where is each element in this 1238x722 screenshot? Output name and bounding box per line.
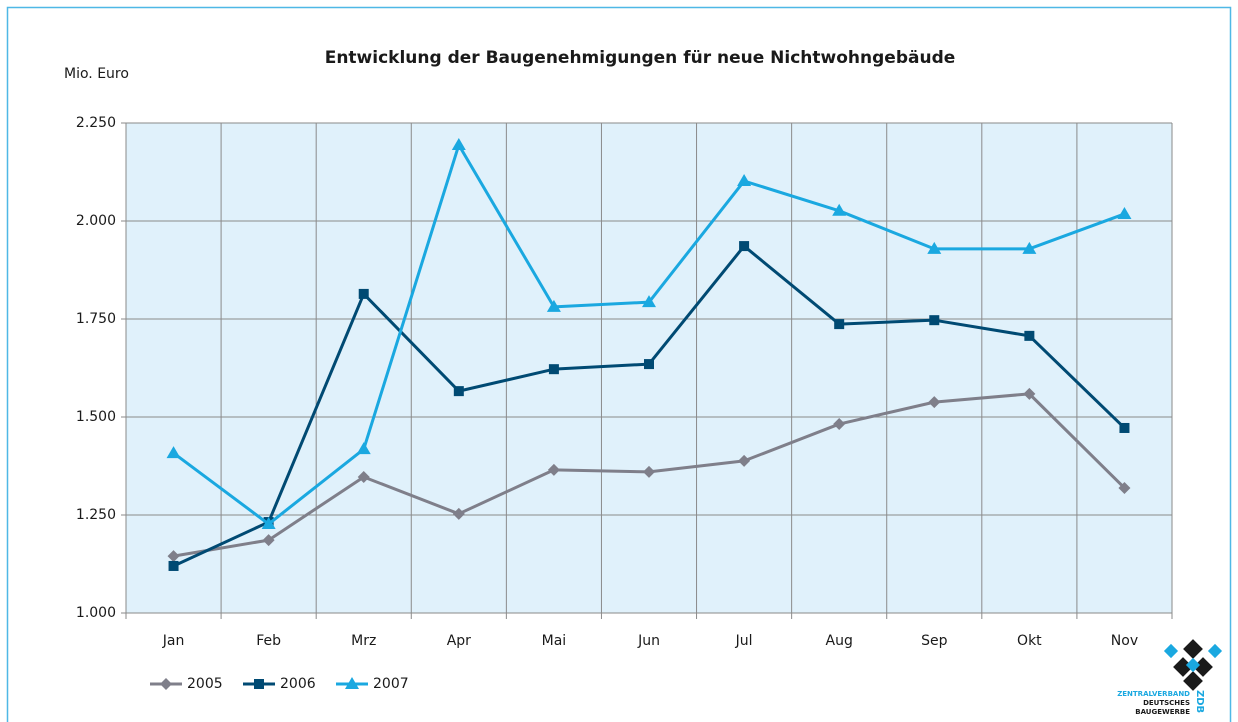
x-tick-label: Jan <box>162 633 185 649</box>
x-tick-label: Mrz <box>351 633 376 649</box>
marker <box>167 550 180 563</box>
marker <box>168 560 179 571</box>
chart-title: Entwicklung der Baugenehmigungen für neu… <box>325 48 956 68</box>
logo-cubes <box>1173 639 1213 691</box>
marker <box>548 364 559 375</box>
marker <box>738 454 751 467</box>
marker <box>642 295 656 308</box>
legend-label: 2007 <box>373 676 409 692</box>
marker <box>1024 330 1035 341</box>
marker <box>262 534 275 547</box>
logo-text: DEUTSCHES <box>1143 699 1190 707</box>
marker <box>166 446 181 459</box>
marker <box>1119 422 1130 433</box>
x-tick-label: Feb <box>256 633 281 649</box>
x-tick-label: Aug <box>826 633 853 649</box>
marker <box>834 319 845 330</box>
x-tick-label: Jun <box>637 633 660 649</box>
marker <box>356 442 371 455</box>
x-tick-label: Sep <box>921 633 948 649</box>
y-tick-label: 1.250 <box>76 507 116 523</box>
marker <box>1118 481 1131 494</box>
marker <box>160 678 172 690</box>
marker <box>737 174 752 187</box>
logo-text: ZENTRALVERBAND <box>1117 690 1190 698</box>
marker <box>832 203 847 216</box>
x-tick-label: Apr <box>447 633 471 649</box>
marker <box>358 288 369 299</box>
marker <box>547 463 560 476</box>
marker <box>1022 241 1037 254</box>
logo: ZENTRALVERBAND DEUTSCHES BAUGEWERBE ZDB <box>1117 639 1223 716</box>
x-tick-label: Okt <box>1017 633 1042 649</box>
y-tick-label: 2.000 <box>76 213 116 229</box>
y-tick-label: 2.250 <box>76 115 116 131</box>
marker <box>1117 206 1132 219</box>
marker <box>261 517 276 530</box>
marker <box>929 315 940 326</box>
x-tick-label: Nov <box>1111 633 1138 649</box>
x-tick-label: Mai <box>542 633 567 649</box>
marker <box>451 137 466 150</box>
marker <box>345 677 359 689</box>
marker <box>927 241 942 254</box>
logo-abbr: ZDB <box>1194 690 1205 713</box>
y-tick-label: 1.500 <box>76 409 116 425</box>
marker <box>928 396 941 409</box>
marker <box>833 418 846 431</box>
marker <box>453 386 464 397</box>
logo-text: BAUGEWERBE <box>1135 708 1190 716</box>
marker <box>643 465 655 478</box>
y-tick-label: 1.750 <box>76 311 116 327</box>
marker <box>546 299 561 312</box>
marker <box>452 507 465 520</box>
marker <box>357 470 370 483</box>
legend-label: 2006 <box>280 676 316 692</box>
y-tick-label: 1.000 <box>76 605 116 621</box>
legend-label: 2005 <box>187 676 223 692</box>
marker <box>739 241 750 252</box>
marker <box>1023 387 1036 400</box>
marker <box>254 679 264 689</box>
logo-cubes-blue <box>1163 643 1223 673</box>
y-axis-label: Mio. Euro <box>64 66 129 82</box>
frame <box>6 6 1232 722</box>
marker <box>644 359 654 370</box>
x-tick-label: Jul <box>735 633 753 649</box>
